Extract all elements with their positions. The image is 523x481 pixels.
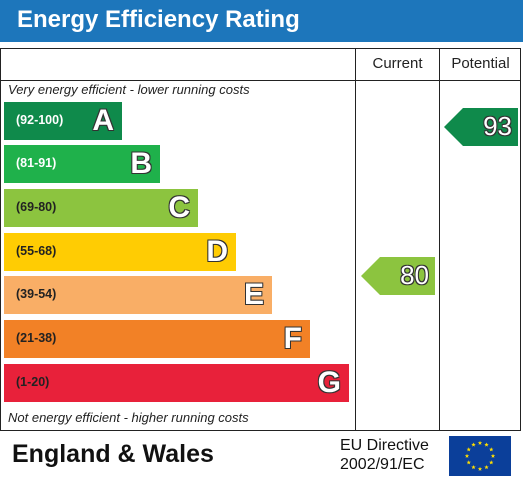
flag-star [477,466,483,471]
current-column-divider [355,48,356,431]
band-letter-label: C [168,191,190,224]
current-column-header: Current [372,55,423,72]
band-a: (92-100) A [4,102,122,140]
band-f: (21-38) F [4,320,310,358]
potential-column-divider [439,48,440,431]
band-letter-label: E [243,278,264,311]
country-label: England & Wales [12,440,214,468]
band-c: (69-80) C [4,189,198,227]
flag-star [477,440,483,445]
band-letter-label: D [206,235,228,268]
eu-flag-icon [449,436,511,476]
flag-star [490,453,496,458]
flag-star [489,460,494,465]
flag-star [466,460,471,465]
page-title: Energy Efficiency Rating [17,6,300,33]
flag-star [489,447,494,452]
band-g: (1-20) G [4,364,349,402]
flag-star [464,453,470,458]
band-letter-label: G [317,366,341,399]
header-bar: Energy Efficiency Rating [0,0,523,42]
band-range-label: (1-20) [16,375,50,389]
potential-rating-arrow: 93 [444,108,518,146]
header-divider [0,80,521,81]
band-d: (55-68) D [4,233,236,271]
flag-star [471,442,476,447]
current-rating-arrow: 80 [361,257,435,295]
band-letter-label: B [130,147,152,180]
band-letter-label: A [92,104,114,137]
directive-line-2: 2002/91/EC [340,456,425,473]
potential-column-header: Potential [451,55,510,72]
band-e: (39-54) E [4,276,272,314]
band-range-label: (55-68) [16,244,57,258]
rating-frame [0,48,521,431]
flag-star [471,464,476,470]
flag-star [484,464,489,470]
flag-star [466,447,471,452]
band-range-label: (81-91) [16,156,57,170]
top-note: Very energy efficient - lower running co… [8,82,250,97]
band-range-label: (92-100) [16,113,64,127]
directive-line-1: EU Directive [340,437,429,454]
band-range-label: (69-80) [16,200,57,214]
band-range-label: (21-38) [16,331,57,345]
current-rating-value: 80 [400,260,429,290]
potential-rating-value: 93 [483,111,512,141]
band-letter-label: F [283,322,302,355]
band-b: (81-91) B [4,145,160,183]
band-range-label: (39-54) [16,287,57,301]
flag-star [484,442,489,447]
bottom-note: Not energy efficient - higher running co… [8,410,249,425]
